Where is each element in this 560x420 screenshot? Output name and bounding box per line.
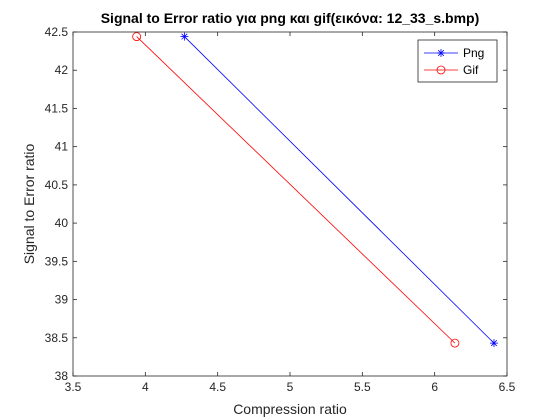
x-tick-label: 6.5 xyxy=(499,380,516,394)
y-tick-label: 42 xyxy=(55,63,69,77)
legend-marker-gif xyxy=(436,65,446,75)
y-tick-label: 39.5 xyxy=(45,254,69,268)
x-tick-label: 4 xyxy=(142,380,149,394)
series-line-png xyxy=(184,36,495,344)
y-axis: 38 38.5 39 39.5 40 40.5 41 41.5 42 42.5 xyxy=(45,25,507,383)
legend-box xyxy=(417,39,498,83)
x-tick-label: 5 xyxy=(287,380,294,394)
x-axis: 3.5 4 4.5 5 5.5 6 6.5 xyxy=(65,32,516,394)
plot-area xyxy=(73,32,507,376)
y-axis-label: Signal to Error ratio xyxy=(21,143,37,264)
asterisk-stroke xyxy=(490,340,498,347)
data-point-png xyxy=(180,32,189,41)
y-tick-label: 40.5 xyxy=(45,178,69,192)
legend-marker-png xyxy=(437,49,445,57)
legend-label-gif: Gif xyxy=(463,63,479,77)
y-tick-label: 40 xyxy=(55,216,69,230)
legend-entries: Png Gif xyxy=(424,46,484,77)
chart-title: Signal to Error ratio για png και gif(ει… xyxy=(101,10,480,26)
series-line-gif xyxy=(136,36,456,344)
y-tick-label: 38.5 xyxy=(45,331,69,345)
data-point-png xyxy=(489,339,498,348)
data-point-gif xyxy=(132,32,142,41)
x-tick-label: 3.5 xyxy=(65,380,82,394)
legend: Png Gif xyxy=(417,39,498,83)
y-tick-label: 38 xyxy=(55,369,69,383)
y-tick-label: 39 xyxy=(55,293,69,307)
y-tick-label: 41 xyxy=(55,140,69,154)
series-layer xyxy=(132,32,498,348)
asterisk-stroke xyxy=(181,33,188,40)
data-point-gif xyxy=(450,338,460,348)
y-tick-label: 41.5 xyxy=(45,101,69,115)
x-tick-label: 4.5 xyxy=(209,380,226,394)
x-tick-label: 5.5 xyxy=(354,380,371,394)
asterisk-stroke xyxy=(437,49,445,57)
legend-label-png: Png xyxy=(463,46,484,60)
x-tick-label: 6 xyxy=(431,380,438,394)
x-axis-label: Compression ratio xyxy=(233,401,347,417)
y-tick-label: 42.5 xyxy=(45,25,69,39)
